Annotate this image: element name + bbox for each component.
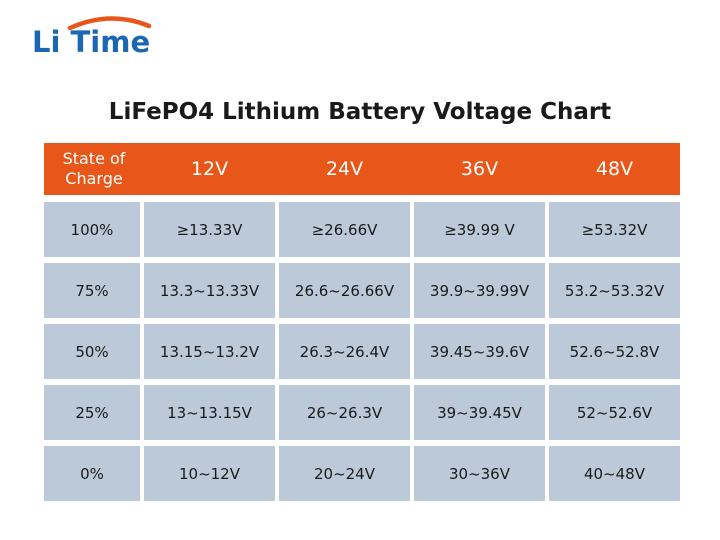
header-12v: 12V [190,157,229,180]
soc-cell: 100% [44,202,140,257]
soc-cell: 25% [44,385,140,440]
soc-cell: 50% [44,324,140,379]
table-header-row: State of Charge 12V 24V 36V 48V [44,143,680,195]
voltage-cell: 26.6~26.66V [279,263,410,318]
voltage-cell: 13.15~13.2V [144,324,275,379]
logo-text: Li Time [32,25,151,59]
voltage-cell: 26.3~26.4V [279,324,410,379]
voltage-cell: ≥13.33V [144,202,275,257]
li-time-logo: Li Time [30,12,190,60]
voltage-cell: 40~48V [549,446,680,501]
voltage-cell: ≥53.32V [549,202,680,257]
voltage-cell: ≥26.66V [279,202,410,257]
voltage-cell: 26~26.3V [279,385,410,440]
soc-cell: 0% [44,446,140,501]
voltage-cell: 20~24V [279,446,410,501]
header-24v: 24V [325,157,364,180]
soc-cell: 75% [44,263,140,318]
voltage-cell: 39.9~39.99V [414,263,545,318]
voltage-cell: 52~52.6V [549,385,680,440]
voltage-cell: 39.45~39.6V [414,324,545,379]
logo-arc-icon [67,16,152,31]
voltage-cell: 30~36V [414,446,545,501]
voltage-cell: ≥39.99 V [414,202,545,257]
voltage-cell: 39~39.45V [414,385,545,440]
voltage-cell: 13~13.15V [144,385,275,440]
header-48v: 48V [595,157,634,180]
voltage-cell: 52.6~52.8V [549,324,680,379]
voltage-cell: 10~12V [144,446,275,501]
page-title: LiFePO4 Lithium Battery Voltage Chart [108,99,612,125]
voltage-cell: 53.2~53.32V [549,263,680,318]
header-36v: 36V [460,157,499,180]
header-state-of-charge: State of Charge [62,149,126,188]
voltage-cell: 13.3~13.33V [144,263,275,318]
